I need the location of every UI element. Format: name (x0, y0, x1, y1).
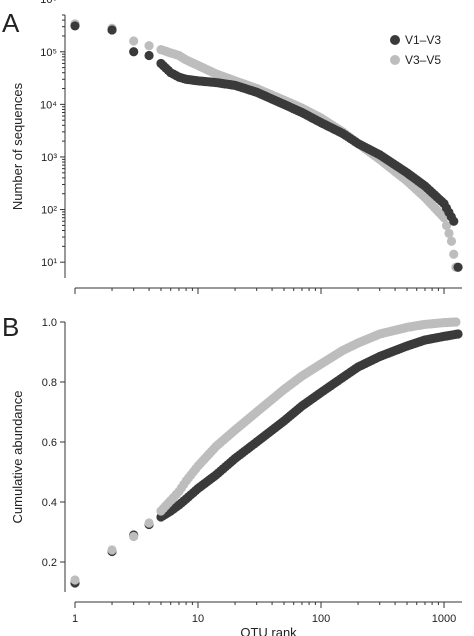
y-tick-label: 0.2 (42, 557, 57, 569)
data-point-fill (437, 196, 447, 206)
data-point (144, 518, 154, 528)
data-point (70, 21, 80, 31)
y-tick-label: 10³ (41, 152, 57, 164)
data-point (129, 47, 139, 57)
panel-a: A 10¹ 10² 10³ 10⁴ 10⁵ 10⁶ Number of sequences V1… (2, 0, 463, 294)
x-tick-label: 1000 (432, 613, 456, 625)
data-point (446, 236, 457, 246)
data-point (144, 50, 154, 61)
y-tick-label: 10² (41, 205, 57, 217)
panel-letter: A (2, 8, 20, 38)
panel-b: B 0.2 0.4 0.6 0.8 1.0 1 10 100 1000 Cumulative abu… (2, 312, 463, 636)
legend-label: V3–V5 (405, 53, 441, 67)
data-point-fill (171, 489, 181, 500)
data-point-fill (444, 228, 454, 238)
data-point (107, 25, 117, 35)
legend-marker (390, 35, 400, 45)
data-point (70, 575, 80, 585)
x-tick-label: 10 (192, 613, 204, 625)
y-axis-title: Number of sequences (10, 82, 25, 210)
data-point (107, 545, 117, 555)
x-tick-label: 1 (72, 613, 78, 625)
legend: V1–V3 V3–V5 (390, 33, 441, 67)
data-point (453, 262, 463, 272)
data-point (144, 41, 154, 51)
data-point (129, 36, 139, 46)
y-tick-label: 0.4 (42, 497, 57, 509)
legend-marker (390, 55, 400, 65)
data-point-fill (449, 249, 459, 259)
y-tick-label: 1.0 (42, 317, 57, 329)
panel-letter: B (2, 312, 19, 342)
y-tick-label: 10¹ (41, 257, 57, 269)
y-tick-label: 10⁵ (40, 47, 57, 59)
y-tick-label: 10⁶ (40, 0, 57, 6)
x-axis-title: OTU rank (240, 625, 297, 636)
data-point (129, 531, 139, 542)
y-tick-label: 10⁴ (40, 99, 57, 111)
data-point-fill (448, 317, 459, 327)
y-axis-title: Cumulative abundance (10, 391, 25, 524)
data-point-fill (179, 479, 189, 490)
y-tick-label: 0.6 (42, 437, 57, 449)
data-point-fill (441, 220, 452, 231)
x-tick-label: 100 (312, 613, 330, 625)
legend-label: V1–V3 (405, 33, 441, 47)
data-point-fill (437, 210, 447, 220)
y-tick-label: 0.8 (42, 377, 57, 389)
data-point-fill (451, 329, 461, 339)
data-point-fill (446, 212, 456, 222)
